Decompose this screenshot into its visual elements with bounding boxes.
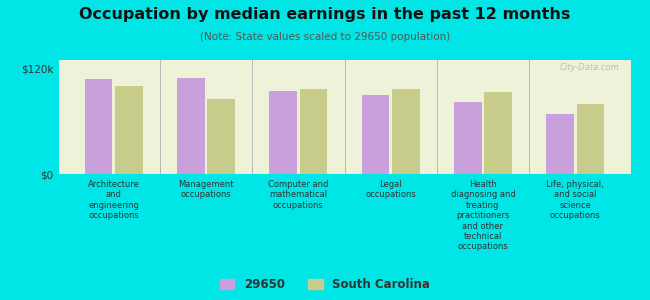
Text: (Note: State values scaled to 29650 population): (Note: State values scaled to 29650 popu… xyxy=(200,32,450,41)
Text: Health
diagnosing and
treating
practitioners
and other
technical
occupations: Health diagnosing and treating practitio… xyxy=(450,180,515,251)
Bar xyxy=(300,89,328,174)
Bar xyxy=(392,89,420,174)
Bar xyxy=(115,86,143,174)
Legend: 29650, South Carolina: 29650, South Carolina xyxy=(220,278,430,291)
Bar xyxy=(177,77,205,174)
Bar xyxy=(361,95,389,174)
Bar xyxy=(454,102,482,174)
Text: Management
occupations: Management occupations xyxy=(178,180,234,200)
Bar xyxy=(484,92,512,174)
Bar xyxy=(577,104,604,174)
Text: Occupation by median earnings in the past 12 months: Occupation by median earnings in the pas… xyxy=(79,7,571,22)
Text: City-Data.com: City-Data.com xyxy=(559,63,619,72)
Text: Life, physical,
and social
science
occupations: Life, physical, and social science occup… xyxy=(546,180,604,220)
Bar xyxy=(546,114,574,174)
Bar xyxy=(207,100,235,174)
Text: Legal
occupations: Legal occupations xyxy=(365,180,416,200)
Bar xyxy=(84,79,112,174)
Text: Computer and
mathematical
occupations: Computer and mathematical occupations xyxy=(268,180,328,210)
Bar xyxy=(269,91,297,174)
Text: Architecture
and
engineering
occupations: Architecture and engineering occupations xyxy=(88,180,140,220)
